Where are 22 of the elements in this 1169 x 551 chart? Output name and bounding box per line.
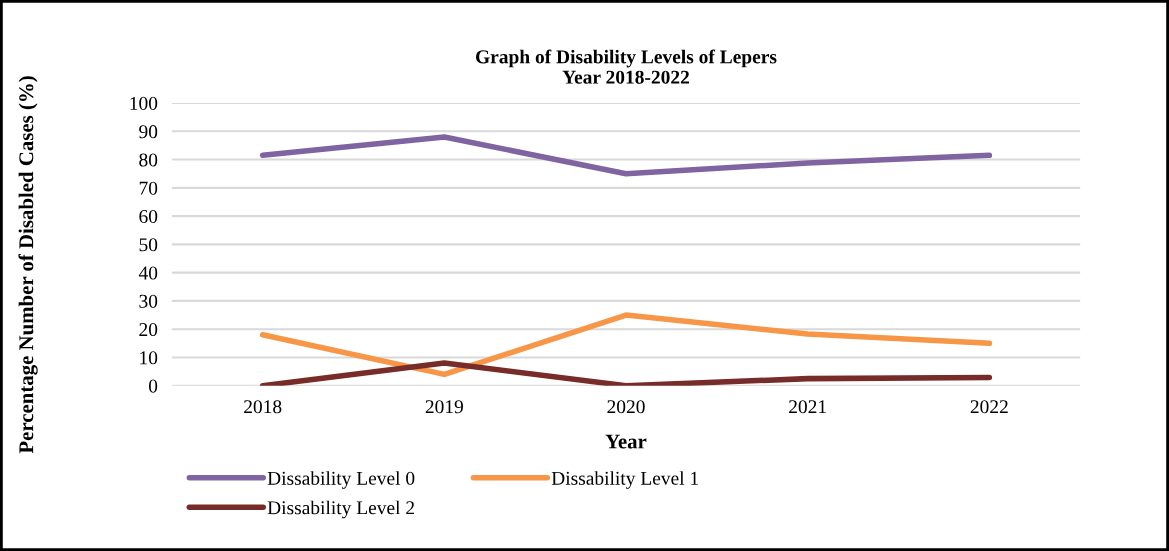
- x-tick-label: 2021: [789, 400, 826, 414]
- y-tick-label: 0: [148, 379, 158, 393]
- y-tick-label: 80: [139, 153, 158, 167]
- y-tick-label: 70: [139, 181, 158, 195]
- y-tick-label: 90: [139, 125, 158, 139]
- legend-label: Dissability Level 0: [267, 471, 415, 489]
- y-axis-title: Percentage Number of Disabled Cases (%): [18, 76, 38, 454]
- x-axis-title: Year: [605, 434, 647, 449]
- x-tick-label: 2019: [425, 400, 463, 414]
- y-tick-label: 20: [139, 322, 158, 337]
- x-tick-label: 2020: [607, 400, 645, 414]
- y-tick-label: 50: [139, 238, 158, 252]
- y-tick-label: 60: [139, 209, 158, 224]
- y-tick-label: 10: [140, 351, 158, 365]
- legend-label: Dissability Level 2: [267, 500, 415, 519]
- legend-label: Dissability Level 1: [551, 471, 699, 489]
- x-tick-label: 2022: [970, 400, 1008, 414]
- chart-title: Graph of Disability Levels of Lepers Year 2018-2022: [475, 49, 777, 84]
- x-tick-label: 2018: [244, 400, 282, 414]
- y-tick-label: 40: [138, 266, 158, 280]
- y-tick-label: 30: [139, 294, 158, 308]
- y-tick-label: 100: [130, 96, 158, 110]
